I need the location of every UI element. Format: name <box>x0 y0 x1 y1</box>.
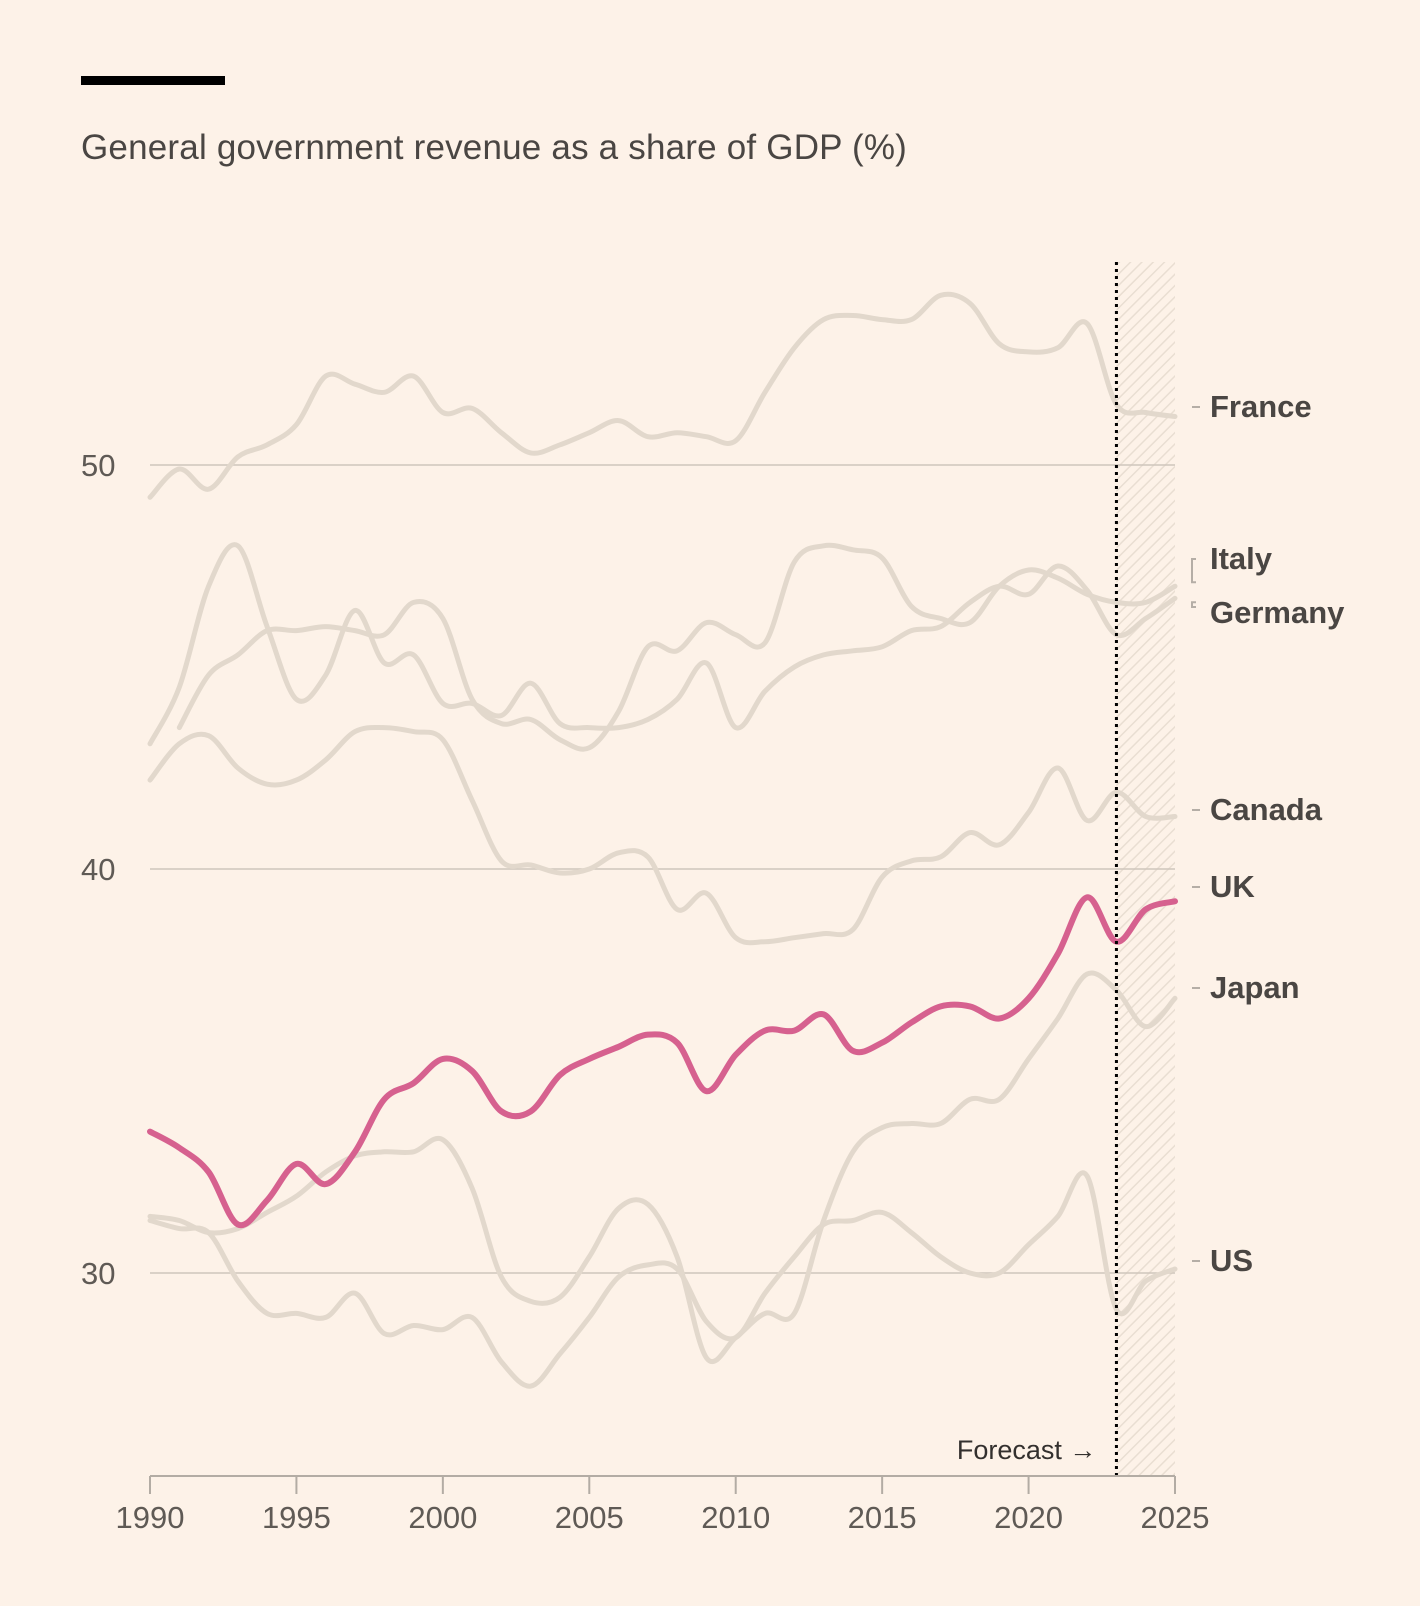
series-line-us <box>147 1170 1178 1389</box>
series-label-italy: Italy <box>1210 541 1273 576</box>
series-line-japan <box>147 970 1178 1364</box>
series-line-germany <box>147 542 1178 747</box>
x-tick-label-1995: 1995 <box>262 1500 331 1535</box>
x-tick-label-1990: 1990 <box>116 1500 185 1535</box>
series-line-france <box>147 291 1178 500</box>
forecast-label: Forecast → <box>957 1435 1097 1465</box>
y-tick-label-50: 50 <box>81 448 115 483</box>
series-labels: France Italy Germany Canada UK Japan US <box>1191 389 1345 1278</box>
x-tick-label-2010: 2010 <box>701 1500 770 1535</box>
y-tick-label-30: 30 <box>81 1256 115 1291</box>
x-tick-label-2020: 2020 <box>994 1500 1063 1535</box>
series-label-uk: UK <box>1210 869 1255 904</box>
label-connector-germany <box>1191 601 1196 608</box>
series-label-germany: Germany <box>1210 595 1345 630</box>
x-tick-label-2000: 2000 <box>408 1500 477 1535</box>
highlight-series-lines <box>147 894 1178 1229</box>
series-label-france: France <box>1210 389 1312 424</box>
series-label-us: US <box>1210 1243 1253 1278</box>
y-tick-label-40: 40 <box>81 852 115 887</box>
x-tick-label-2005: 2005 <box>555 1500 624 1535</box>
forecast-marker-group: Forecast → <box>957 262 1118 1476</box>
series-label-canada: Canada <box>1210 792 1323 827</box>
x-axis: 1990 1995 2000 2005 2010 2015 2020 2025 <box>116 1475 1210 1535</box>
series-line-canada <box>147 724 1178 946</box>
muted-series-lines <box>147 291 1178 1389</box>
brand-bar <box>81 76 225 85</box>
series-label-japan: Japan <box>1210 970 1300 1005</box>
label-connector-italy <box>1191 558 1196 584</box>
y-axis-ticks: 30 40 50 <box>81 448 115 1291</box>
series-line-italy <box>176 542 1178 752</box>
x-tick-label-2025: 2025 <box>1141 1500 1210 1535</box>
gridlines <box>150 464 1175 1274</box>
chart-title: General government revenue as a share of… <box>81 128 908 167</box>
x-tick-label-2015: 2015 <box>848 1500 917 1535</box>
series-line-uk <box>147 894 1178 1229</box>
